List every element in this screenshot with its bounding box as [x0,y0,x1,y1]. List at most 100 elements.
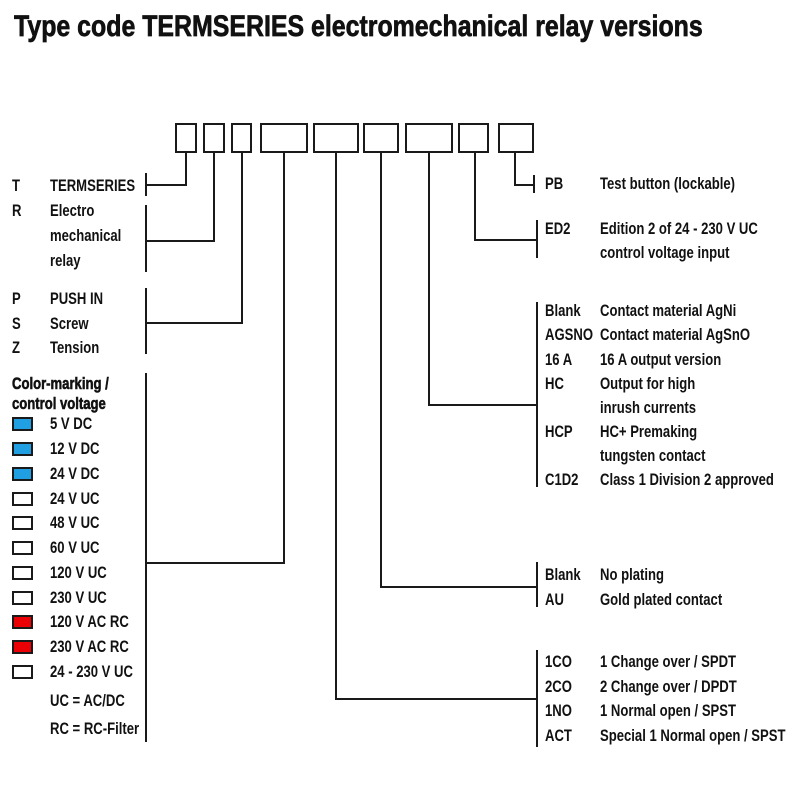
code-1no: 1NO [545,701,572,720]
connector-voltage [146,562,285,564]
code-16a: 16 A [545,350,573,369]
swatch-24vdc [12,467,33,481]
desc-ed2-line1: Edition 2 of 24 - 230 V UC [600,219,758,238]
code-hcp: HCP [545,422,573,441]
swatch-120vuc [12,566,33,580]
label-120vuc: 120 V UC [50,563,107,582]
code-agsno: AGSNO [545,325,594,344]
label-mechanical: mechanical [50,226,122,245]
swatch-24-230vuc [12,665,33,679]
page-title: Type code TERMSERIES electromechanical r… [14,10,703,43]
code-t: T [12,176,21,195]
connector-box8-drop [474,153,476,241]
desc-hcp-line2: tungsten contact [600,446,706,465]
connector-pb [514,184,535,186]
code-2co: 2CO [545,677,572,696]
code-p: P [12,289,21,308]
code-ed2: ED2 [545,219,571,238]
code-1co: 1CO [545,652,572,671]
desc-pb: Test button (lockable) [600,174,736,193]
label-termseries: TERMSERIES [50,176,136,195]
connector-box2-drop [213,153,215,242]
connector-contact-material [428,404,538,406]
connector-plating [380,586,538,588]
connector-box9-drop [514,153,516,186]
desc-hcp-line1: HC+ Premaking [600,422,698,441]
tick-termseries [145,173,147,196]
tick-contact-material [536,302,538,487]
label-electro: Electro [50,201,95,220]
tick-relay [145,205,147,272]
swatch-230vuc [12,591,33,605]
swatch-48vuc [12,516,33,530]
label-24vuc: 24 V UC [50,489,100,508]
color-marking-heading-line2: control voltage [12,394,106,413]
label-12vdc: 12 V DC [50,439,100,458]
label-tension: Tension [50,338,100,357]
code-pb: PB [545,174,564,193]
tick-plating [536,562,538,607]
type-code-box-8 [458,123,489,153]
swatch-60vuc [12,541,33,555]
color-marking-heading-line1: Color-marking / [12,374,109,393]
label-230vacrc: 230 V AC RC [50,637,129,656]
connector-box5-drop [335,153,337,700]
connector-box4-drop [283,153,285,564]
type-code-box-1 [175,123,197,153]
desc-agsno: Contact material AgSnO [600,325,751,344]
code-hc: HC [545,374,564,393]
code-act: ACT [545,726,572,745]
label-24-230vuc: 24 - 230 V UC [50,662,133,681]
type-code-box-6 [363,123,399,153]
type-code-box-9 [498,123,534,153]
tick-contacts [536,650,538,747]
tick-pb [533,175,535,193]
desc-au: Gold plated contact [600,590,723,609]
type-code-box-4 [260,123,308,153]
tick-voltage [145,373,147,742]
code-s: S [12,314,21,333]
desc-agni: Contact material AgNi [600,301,737,320]
label-push-in: PUSH IN [50,289,104,308]
label-relay: relay [50,251,81,270]
desc-1co: 1 Change over / SPDT [600,652,737,671]
type-code-box-3 [231,123,252,153]
type-code-box-5 [313,123,359,153]
connector-box7-drop [428,153,430,406]
swatch-120vacrc [12,615,33,629]
type-code-box-2 [203,123,225,153]
connector-box6-drop [380,153,382,588]
label-24vdc: 24 V DC [50,464,100,483]
swatch-12vdc [12,442,33,456]
desc-ed2-line2: control voltage input [600,243,730,262]
desc-hc-line1: Output for high [600,374,696,393]
label-230vuc: 230 V UC [50,588,107,607]
connector-termseries [146,184,187,186]
label-5vdc: 5 V DC [50,414,93,433]
desc-1no: 1 Normal open / SPST [600,701,737,720]
connector-box1-drop [185,153,187,186]
code-r: R [12,201,22,220]
connector-box3-drop [241,153,243,324]
type-code-box-7 [405,123,453,153]
connector-contacts [335,698,538,700]
swatch-230vacrc [12,640,33,654]
code-c1d2: C1D2 [545,470,579,489]
label-120vacrc: 120 V AC RC [50,612,129,631]
label-screw: Screw [50,314,89,333]
desc-hc-line2: inrush currents [600,398,697,417]
tick-clamp [145,288,147,354]
swatch-24vuc [12,492,33,506]
desc-c1d2: Class 1 Division 2 approved [600,470,774,489]
desc-16a: 16 A output version [600,350,722,369]
connector-clamp [146,322,243,324]
code-blank-plating: Blank [545,565,581,584]
code-au: AU [545,590,564,609]
desc-2co: 2 Change over / DPDT [600,677,737,696]
note-uc: UC = AC/DC [50,691,125,710]
connector-relay [146,240,215,242]
label-48vuc: 48 V UC [50,513,100,532]
code-z: Z [12,338,21,357]
swatch-5vdc [12,417,33,431]
